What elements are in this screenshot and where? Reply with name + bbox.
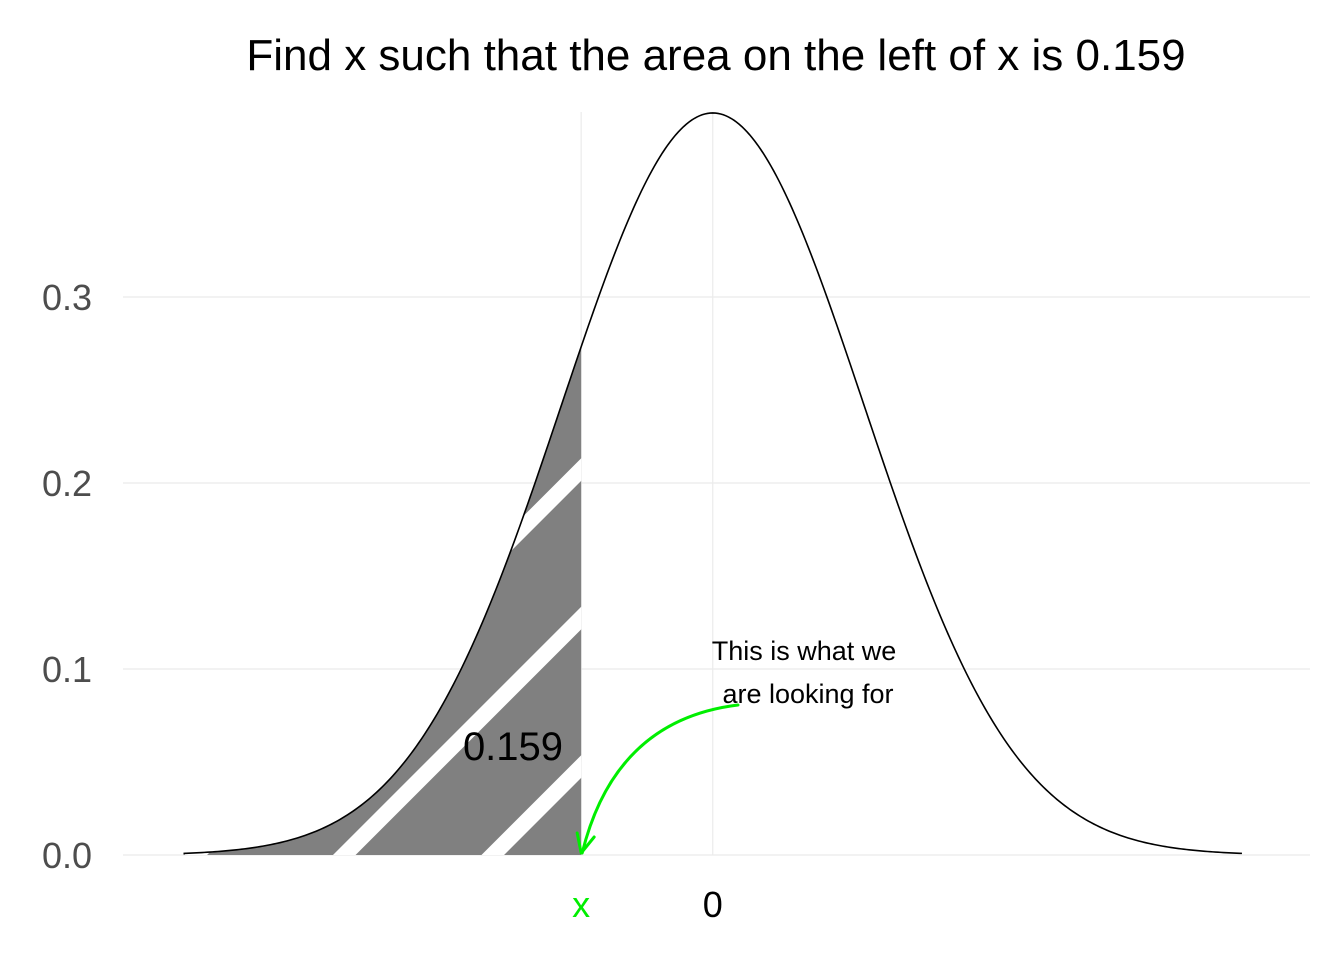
shaded-region: [183, 346, 582, 855]
y-tick-label: 0.0: [42, 835, 92, 876]
annotation-line-2: are looking for: [722, 679, 893, 709]
density-line: [183, 112, 1242, 855]
annotation: This is what we are looking for: [575, 636, 897, 855]
chart-title: Find x such that the area on the left of…: [246, 31, 1185, 80]
shaded-area: [183, 346, 582, 855]
y-tick-label: 0.3: [42, 277, 92, 318]
annotation-arrow: [580, 703, 740, 855]
area-label: 0.159: [463, 725, 563, 769]
x-tick-label: 0: [703, 884, 723, 925]
y-tick-label: 0.2: [42, 463, 92, 504]
annotation-arrowhead: [575, 831, 596, 855]
y-axis-ticks: 0.0 0.1 0.2 0.3: [42, 277, 92, 876]
grid-lines: [123, 112, 1310, 856]
annotation-line-1: This is what we: [712, 636, 897, 666]
y-tick-label: 0.1: [42, 649, 92, 690]
density-curve: [183, 112, 1242, 855]
x-tick-label: x: [572, 884, 590, 925]
